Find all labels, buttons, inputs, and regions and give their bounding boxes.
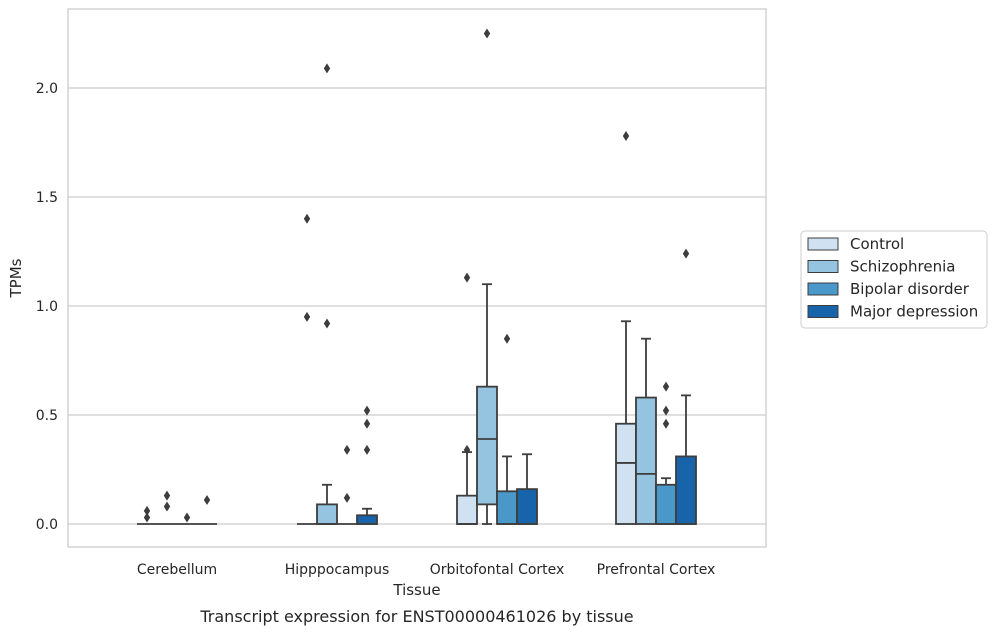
legend-label: Major depression bbox=[850, 303, 978, 321]
legend-swatch bbox=[807, 305, 839, 318]
y-tick-label: 0.5 bbox=[36, 408, 58, 424]
box-body bbox=[675, 455, 697, 525]
box-body bbox=[516, 488, 538, 525]
box-1-2 bbox=[337, 444, 357, 525]
box-1-3 bbox=[356, 405, 378, 525]
outlier-point bbox=[503, 333, 511, 344]
outlier-point bbox=[323, 63, 331, 74]
outlier-point bbox=[343, 492, 351, 503]
x-tick-labels: Cerebellum Hipppocampus Orbitofontal Corte… bbox=[137, 562, 715, 578]
outlier-point bbox=[622, 130, 630, 141]
chart-caption: Transcript expression for ENST0000046102… bbox=[199, 607, 633, 626]
box-3-1 bbox=[635, 337, 657, 525]
box-body bbox=[356, 514, 378, 525]
grid-lines bbox=[68, 87, 766, 525]
x-axis-title: Tissue bbox=[392, 581, 440, 599]
y-tick-label: 1.5 bbox=[36, 190, 58, 206]
box-3-2 bbox=[655, 381, 677, 525]
legend-swatch bbox=[807, 282, 839, 296]
box-body bbox=[456, 494, 478, 525]
legend-swatch bbox=[807, 260, 839, 273]
legend-label: Control bbox=[850, 235, 904, 253]
box-0-1 bbox=[157, 490, 177, 525]
outlier-point bbox=[363, 418, 371, 429]
box-1-0 bbox=[297, 213, 317, 525]
outlier-point bbox=[163, 490, 171, 501]
plot-frame bbox=[67, 8, 767, 548]
box-2-0 bbox=[456, 272, 478, 525]
outlier-point bbox=[163, 501, 171, 512]
box-0-2 bbox=[177, 512, 197, 525]
outlier-point bbox=[662, 405, 670, 416]
outlier-point bbox=[363, 444, 371, 455]
outlier-point bbox=[343, 444, 351, 455]
box-body bbox=[316, 503, 338, 525]
box-body bbox=[476, 385, 498, 506]
box-3-3 bbox=[675, 248, 697, 525]
legend-label: Schizophrenia bbox=[850, 258, 955, 276]
box-0-3 bbox=[197, 495, 217, 525]
boxes bbox=[137, 28, 697, 525]
box-body bbox=[496, 490, 518, 525]
outlier-point bbox=[303, 213, 311, 224]
x-tick-label: Cerebellum bbox=[137, 562, 217, 578]
box-2-1 bbox=[476, 28, 498, 525]
outlier-point bbox=[203, 495, 211, 506]
box-3-0 bbox=[615, 130, 637, 525]
box-2-3 bbox=[516, 453, 538, 525]
outlier-point bbox=[682, 248, 690, 259]
x-tick-label: Orbitofontal Cortex bbox=[430, 562, 565, 578]
y-tick-labels: 0.0 0.5 1.0 1.5 2.0 bbox=[36, 81, 58, 533]
outlier-point bbox=[483, 28, 491, 39]
y-axis-title: TPMs bbox=[7, 258, 25, 298]
x-tick-label: Prefrontal Cortex bbox=[597, 562, 716, 578]
outlier-point bbox=[363, 405, 371, 416]
outlier-point bbox=[143, 512, 151, 523]
x-tick-label: Hipppocampus bbox=[285, 562, 390, 578]
box-0-0 bbox=[137, 505, 157, 525]
outlier-point bbox=[463, 272, 471, 283]
outlier-point bbox=[662, 381, 670, 392]
box-body bbox=[615, 422, 637, 525]
y-tick-label: 1.0 bbox=[36, 299, 58, 315]
box-1-1 bbox=[316, 63, 338, 525]
outlier-point bbox=[183, 512, 191, 523]
outlier-point bbox=[143, 505, 151, 516]
legend-label: Bipolar disorder bbox=[850, 280, 970, 298]
y-tick-label: 2.0 bbox=[36, 81, 58, 97]
outlier-point bbox=[303, 311, 311, 322]
outlier-point bbox=[463, 444, 471, 455]
outlier-point bbox=[323, 318, 331, 329]
box-body bbox=[635, 396, 657, 525]
box-2-2 bbox=[496, 333, 518, 525]
outlier-point bbox=[662, 418, 670, 429]
legend: Control Schizophrenia Bipolar disorder Majo… bbox=[800, 230, 988, 329]
legend-swatch bbox=[807, 237, 839, 251]
y-tick-label: 0.0 bbox=[36, 517, 58, 533]
box-body bbox=[655, 483, 677, 525]
legend-frame bbox=[800, 230, 988, 329]
